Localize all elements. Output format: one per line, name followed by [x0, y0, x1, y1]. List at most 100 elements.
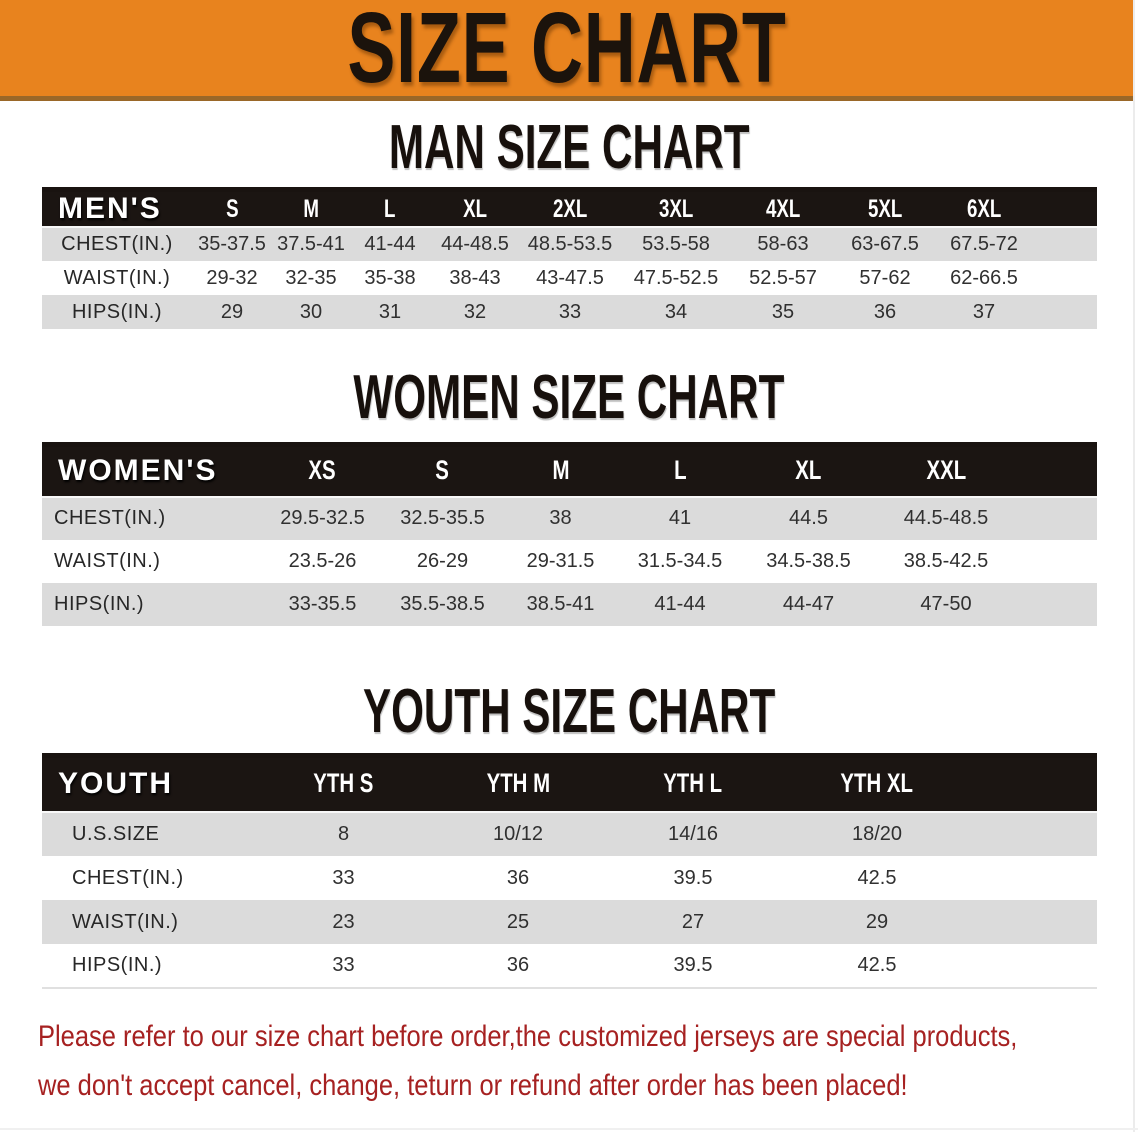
man-section: MAN SIZE CHART MEN'S S M L XL 2XL 3XL 4X…	[0, 117, 1138, 329]
size-column-header: L	[619, 443, 741, 498]
size-cell: 29-31.5	[502, 539, 619, 583]
size-cell: 57-62	[834, 261, 936, 295]
youth-section-title: YOUTH SIZE CHART	[362, 676, 776, 746]
size-cell: 18/20	[782, 812, 972, 856]
youth-hips-row: HIPS(IN.) 33 36 39.5 42.5	[42, 944, 1097, 988]
size-cell: 23.5-26	[262, 539, 383, 583]
women-section-title: WOMEN SIZE CHART	[353, 363, 785, 432]
size-cell: 63-67.5	[834, 227, 936, 261]
size-column-header: S	[192, 188, 272, 228]
size-column-header: XXL	[876, 443, 1016, 498]
size-cell: 31.5-34.5	[619, 539, 741, 583]
youth-chest-row: CHEST(IN.) 33 36 39.5 42.5	[42, 856, 1097, 900]
size-cell: 47.5-52.5	[620, 261, 732, 295]
spacer-cell	[1016, 496, 1097, 540]
row-label: CHEST(IN.)	[42, 496, 262, 540]
size-cell: 33	[255, 856, 432, 900]
size-cell: 38.5-42.5	[876, 539, 1016, 583]
size-cell: 34	[620, 295, 732, 329]
size-cell: 41-44	[619, 582, 741, 626]
youth-size-table: YOUTH YTH S YTH M YTH L YTH XL U.S.SIZE …	[42, 752, 1097, 989]
spacer-cell	[1016, 582, 1097, 626]
size-cell: 67.5-72	[936, 227, 1032, 261]
size-cell: 62-66.5	[936, 261, 1032, 295]
youth-header-row: YOUTH YTH S YTH M YTH L YTH XL	[42, 754, 1097, 813]
size-cell: 8	[255, 812, 432, 856]
page-edge-line-bottom	[0, 1128, 1138, 1130]
row-label: CHEST(IN.)	[42, 856, 255, 900]
row-label: HIPS(IN.)	[42, 582, 262, 626]
size-cell: 35-37.5	[192, 227, 272, 261]
size-cell: 39.5	[604, 856, 782, 900]
spacer-cell	[972, 812, 1097, 856]
size-cell: 36	[432, 856, 604, 900]
size-column-header: 5XL	[834, 188, 936, 228]
size-column-header: M	[502, 443, 619, 498]
size-cell: 44-48.5	[430, 227, 520, 261]
size-cell: 37	[936, 295, 1032, 329]
size-cell: 29	[782, 900, 972, 944]
women-group-label: WOMEN'S	[42, 443, 262, 498]
size-column-header: XS	[262, 443, 383, 498]
size-cell: 23	[255, 900, 432, 944]
size-cell: 44.5-48.5	[876, 496, 1016, 540]
size-column-header: L	[350, 188, 430, 228]
spacer-cell	[1016, 539, 1097, 583]
size-cell: 58-63	[732, 227, 834, 261]
size-cell: 10/12	[432, 812, 604, 856]
size-column-header: XL	[430, 188, 520, 228]
size-cell: 14/16	[604, 812, 782, 856]
youth-section: YOUTH SIZE CHART YOUTH YTH S YTH M YTH L…	[0, 676, 1138, 989]
men-chest-row: CHEST(IN.) 35-37.5 37.5-41 41-44 44-48.5…	[42, 227, 1097, 261]
size-cell: 42.5	[782, 856, 972, 900]
row-label: WAIST(IN.)	[42, 261, 192, 295]
size-cell: 52.5-57	[732, 261, 834, 295]
size-cell: 29-32	[192, 261, 272, 295]
header-spacer	[1016, 443, 1097, 498]
men-size-table: MEN'S S M L XL 2XL 3XL 4XL 5XL 6XL CHEST…	[42, 187, 1097, 329]
row-label: WAIST(IN.)	[42, 900, 255, 944]
size-column-header: 3XL	[620, 188, 732, 228]
men-group-label: MEN'S	[42, 188, 192, 228]
size-cell: 31	[350, 295, 430, 329]
size-cell: 36	[432, 944, 604, 988]
size-cell: 39.5	[604, 944, 782, 988]
men-hips-row: HIPS(IN.) 29 30 31 32 33 34 35 36 37	[42, 295, 1097, 329]
size-cell: 47-50	[876, 582, 1016, 626]
size-column-header: YTH M	[432, 754, 604, 813]
page-edge-line-right	[1133, 0, 1135, 1132]
man-section-title: MAN SIZE CHART	[388, 113, 750, 182]
women-size-table: WOMEN'S XS S M L XL XXL CHEST(IN.) 29.5-…	[42, 442, 1097, 626]
size-cell: 42.5	[782, 944, 972, 988]
women-section: WOMEN SIZE CHART WOMEN'S XS S M L XL XXL	[0, 367, 1138, 626]
size-cell: 33	[520, 295, 620, 329]
spacer-cell	[972, 944, 1097, 988]
spacer-cell	[1032, 295, 1097, 329]
men-header-row: MEN'S S M L XL 2XL 3XL 4XL 5XL 6XL	[42, 188, 1097, 228]
spacer-cell	[972, 856, 1097, 900]
size-cell: 30	[272, 295, 350, 329]
size-cell: 44.5	[741, 496, 876, 540]
row-label: CHEST(IN.)	[42, 227, 192, 261]
size-cell: 53.5-58	[620, 227, 732, 261]
size-column-header: M	[272, 188, 350, 228]
size-cell: 35-38	[350, 261, 430, 295]
size-cell: 35	[732, 295, 834, 329]
notice-line-1: Please refer to our size chart before or…	[38, 1020, 1018, 1053]
size-cell: 29	[192, 295, 272, 329]
size-cell: 37.5-41	[272, 227, 350, 261]
women-header-row: WOMEN'S XS S M L XL XXL	[42, 443, 1097, 498]
size-column-header: 4XL	[732, 188, 834, 228]
size-cell: 38.5-41	[502, 582, 619, 626]
size-cell: 27	[604, 900, 782, 944]
notice-line-2: we don't accept cancel, change, teturn o…	[38, 1069, 908, 1102]
women-hips-row: HIPS(IN.) 33-35.5 35.5-38.5 38.5-41 41-4…	[42, 582, 1097, 626]
size-cell: 43-47.5	[520, 261, 620, 295]
size-cell: 34.5-38.5	[741, 539, 876, 583]
header-spacer	[1032, 188, 1097, 228]
size-cell: 36	[834, 295, 936, 329]
header-spacer	[972, 754, 1097, 813]
row-label: U.S.SIZE	[42, 812, 255, 856]
spacer-cell	[972, 900, 1097, 944]
size-cell: 41	[619, 496, 741, 540]
